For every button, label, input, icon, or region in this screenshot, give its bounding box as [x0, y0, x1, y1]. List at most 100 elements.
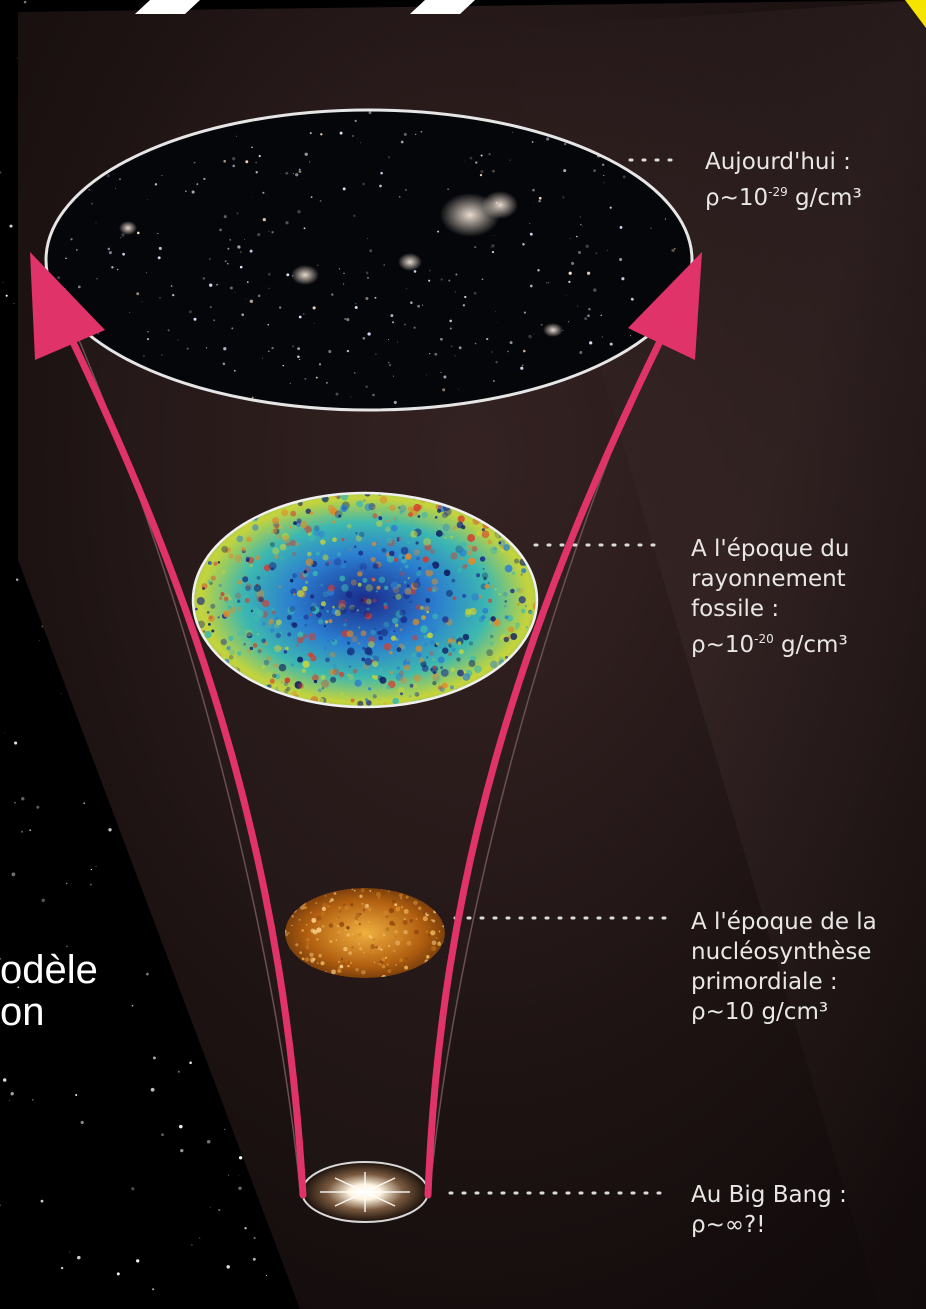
texture-dot	[368, 111, 372, 115]
texture-dot	[328, 619, 333, 624]
texture-dot	[268, 287, 270, 289]
texture-dot	[255, 616, 260, 621]
texture-dot	[386, 963, 389, 966]
texture-dot	[370, 577, 374, 580]
texture-dot	[394, 623, 399, 628]
texture-dot	[362, 337, 366, 340]
texture-dot	[432, 613, 439, 620]
texture-dot	[328, 938, 330, 941]
texture-dot	[331, 496, 337, 502]
texture-dot	[77, 1255, 81, 1260]
texture-dot	[483, 576, 487, 581]
texture-dot	[361, 969, 366, 975]
texture-dot	[287, 632, 292, 637]
texture-dot	[346, 941, 351, 945]
texture-dot	[316, 938, 319, 941]
texture-dot	[381, 698, 389, 705]
texture-dot	[131, 1187, 135, 1191]
texture-dot	[481, 530, 490, 539]
texture-dot	[69, 1251, 71, 1253]
texture-dot	[321, 679, 330, 688]
texture-dot	[388, 361, 390, 364]
texture-dot	[361, 568, 365, 572]
texture-dot	[338, 603, 346, 611]
texture-dot	[502, 591, 508, 597]
texture-dot	[412, 634, 418, 641]
texture-dot	[216, 283, 218, 286]
texture-dot	[11, 872, 16, 877]
texture-dot	[346, 673, 350, 677]
texture-dot	[10, 1092, 14, 1096]
texture-dot	[399, 568, 402, 571]
texture-dot	[377, 946, 381, 951]
texture-dot	[305, 937, 310, 942]
texture-dot	[531, 141, 534, 143]
texture-dot	[292, 592, 296, 596]
texture-dot	[280, 680, 284, 684]
texture-dot	[337, 916, 340, 919]
texture-dot	[386, 555, 395, 563]
label-cmb-title-3: fossile :	[691, 596, 780, 622]
texture-dot	[346, 649, 353, 656]
texture-dot	[369, 249, 373, 253]
texture-dot	[249, 646, 254, 651]
texture-dot	[257, 568, 262, 573]
texture-dot	[450, 535, 453, 539]
texture-dot	[354, 916, 359, 921]
texture-dot	[509, 159, 511, 161]
texture-dot	[533, 202, 535, 204]
texture-dot	[430, 591, 434, 594]
texture-dot	[630, 335, 631, 337]
texture-dot	[312, 306, 316, 310]
texture-dot	[380, 948, 383, 951]
texture-dot	[413, 674, 421, 682]
texture-dot	[159, 297, 161, 299]
texture-dot	[289, 526, 292, 529]
texture-dot	[261, 357, 264, 359]
texture-dot	[8, 1099, 10, 1101]
texture-dot	[418, 906, 422, 910]
texture-dot	[359, 531, 365, 538]
texture-dot	[524, 605, 527, 608]
texture-dot	[208, 561, 213, 565]
texture-dot	[498, 656, 504, 662]
texture-dot	[229, 606, 237, 614]
texture-dot	[448, 279, 451, 282]
texture-dot	[208, 623, 211, 626]
texture-dot	[294, 572, 301, 579]
texture-dot	[239, 265, 243, 269]
texture-dot	[394, 516, 398, 520]
texture-dot	[266, 671, 274, 680]
texture-dot	[333, 558, 342, 566]
texture-dot	[292, 345, 295, 348]
texture-dot	[377, 630, 382, 635]
texture-dot	[329, 651, 336, 658]
texture-dot	[432, 673, 441, 682]
texture-dot	[375, 891, 381, 898]
texture-dot	[305, 558, 314, 567]
texture-dot	[218, 1208, 221, 1212]
texture-dot	[0, 957, 2, 960]
texture-dot	[177, 339, 179, 341]
texture-dot	[372, 598, 377, 603]
texture-dot	[325, 381, 328, 384]
texture-dot	[120, 237, 122, 239]
texture-dot	[303, 905, 308, 910]
texture-dot	[355, 912, 361, 918]
texture-dot	[14, 802, 16, 804]
texture-dot	[284, 688, 289, 694]
texture-dot	[390, 314, 394, 318]
texture-dot	[417, 515, 421, 518]
texture-dot	[385, 526, 391, 533]
texture-dot	[367, 276, 369, 279]
texture-dot	[395, 637, 399, 641]
background-text-line2: on	[0, 990, 45, 1034]
texture-dot	[455, 528, 458, 532]
texture-dot	[290, 663, 295, 667]
texture-dot	[350, 698, 355, 703]
texture-dot	[379, 496, 388, 504]
texture-dot	[346, 591, 353, 599]
texture-dot	[273, 522, 281, 530]
texture-dot	[426, 563, 434, 571]
texture-dot	[255, 161, 257, 164]
